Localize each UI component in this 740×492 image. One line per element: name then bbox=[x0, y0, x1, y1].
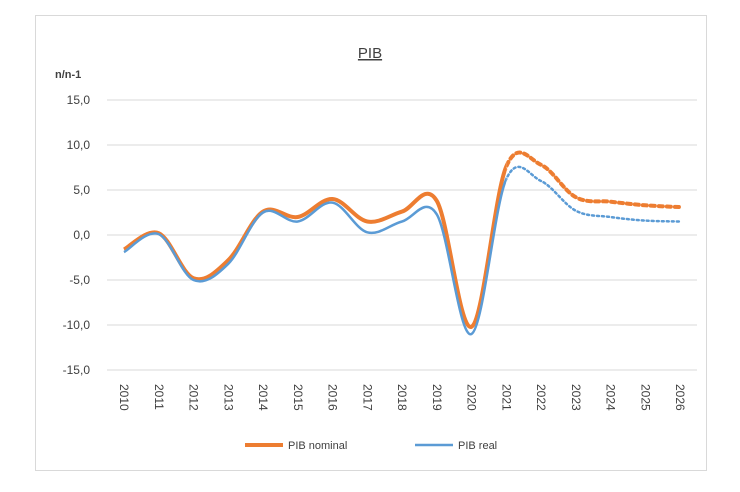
x-tick-label: 2012 bbox=[187, 384, 201, 411]
x-tick-label: 2026 bbox=[673, 384, 687, 411]
x-tick-label: 2024 bbox=[604, 384, 618, 411]
x-tick-label: 2014 bbox=[256, 384, 270, 411]
x-tick-label: 2025 bbox=[638, 384, 652, 411]
x-tick-label: 2017 bbox=[360, 384, 374, 411]
x-tick-label: 2020 bbox=[465, 384, 479, 411]
y-tick-label: -10,0 bbox=[63, 318, 91, 332]
x-tick-label: 2019 bbox=[430, 384, 444, 411]
y-axis-label: n/n-1 bbox=[55, 69, 81, 81]
x-tick-label: 2013 bbox=[221, 384, 235, 411]
y-tick-label: 10,0 bbox=[67, 138, 91, 152]
series-line-nominal bbox=[122, 162, 507, 329]
x-tick-label: 2011 bbox=[152, 384, 166, 410]
y-tick-label: 15,0 bbox=[67, 93, 91, 107]
chart-frame bbox=[35, 15, 707, 471]
x-tick-label: 2022 bbox=[534, 384, 548, 411]
x-tick-label: 2015 bbox=[291, 384, 305, 411]
y-tick-label: 0,0 bbox=[73, 228, 90, 242]
x-tick-label: 2021 bbox=[499, 384, 513, 411]
y-tick-label: -15,0 bbox=[63, 363, 91, 377]
series-forecast-line-real bbox=[506, 165, 682, 223]
series-forecast-line-nominal bbox=[506, 150, 682, 210]
y-tick-label: 5,0 bbox=[73, 183, 90, 197]
y-tick-label: -5,0 bbox=[69, 273, 90, 287]
legend-label: PIB nominal bbox=[288, 440, 347, 452]
x-tick-label: 2016 bbox=[326, 384, 340, 411]
x-tick-label: 2023 bbox=[569, 384, 583, 411]
chart-title: PIB bbox=[358, 45, 382, 62]
x-tick-label: 2010 bbox=[117, 384, 131, 411]
legend-label: PIB real bbox=[458, 440, 497, 452]
series-line-real bbox=[123, 176, 507, 336]
x-tick-label: 2018 bbox=[395, 384, 409, 411]
